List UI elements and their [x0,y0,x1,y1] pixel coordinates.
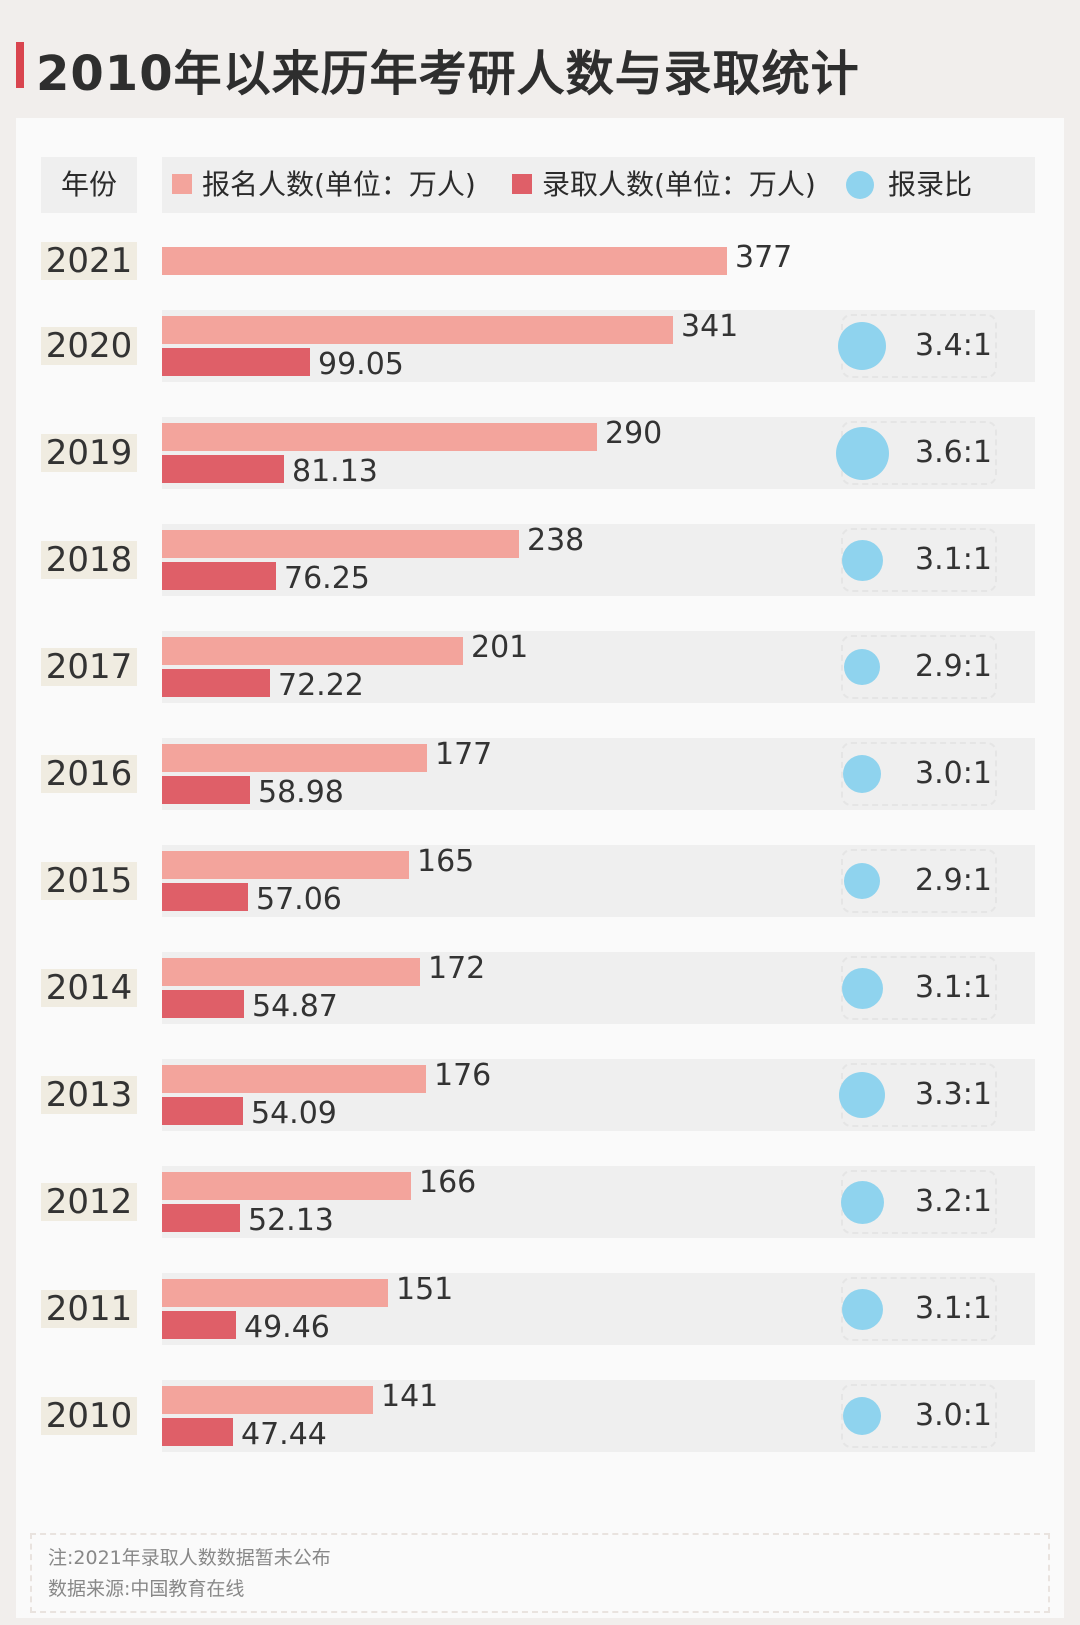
year-label: 2017 [41,648,137,686]
ratio-box [841,1384,997,1448]
year-column-header: 年份 [41,157,137,213]
ratio-dot [841,967,883,1009]
year-label: 2011 [41,1290,137,1328]
ratio-label: 3.1:1 [915,542,992,577]
bar-admit [162,776,250,804]
value-label-admit: 49.46 [244,1310,330,1345]
value-label-apply: 166 [419,1165,477,1200]
year-label: 2015 [41,862,137,900]
value-label-admit: 72.22 [278,668,364,703]
bar-apply [162,1065,426,1093]
value-label-apply: 201 [471,630,529,665]
ratio-label: 3.1:1 [915,970,992,1005]
ratio-dot [835,426,889,480]
title-accent-bar [16,42,24,88]
bar-admit [162,348,310,376]
bar-admit [162,1097,243,1125]
value-label-apply: 290 [605,416,663,451]
legend-label-ratio: 报录比 [888,168,973,201]
bar-apply [162,423,597,451]
ratio-label: 2.9:1 [915,649,992,684]
ratio-label: 3.6:1 [915,435,992,470]
bar-apply [162,1386,373,1414]
value-label-admit: 54.09 [251,1096,337,1131]
year-label: 2010 [41,1397,137,1435]
bar-apply [162,851,409,879]
value-label-apply: 177 [435,737,493,772]
ratio-dot [844,863,880,899]
value-label-admit: 58.98 [258,775,344,810]
legend-dot-ratio [846,171,874,199]
year-label: 2013 [41,1076,137,1114]
value-label-apply: 151 [396,1272,454,1307]
legend-swatch-admit [512,174,532,194]
bar-admit [162,1418,233,1446]
bar-apply [162,316,673,344]
ratio-label: 3.3:1 [915,1077,992,1112]
ratio-dot [838,322,886,370]
year-label: 2014 [41,969,137,1007]
ratio-dot [840,1180,884,1224]
bar-apply [162,530,519,558]
ratio-label: 3.2:1 [915,1184,992,1219]
ratio-label: 2.9:1 [915,863,992,898]
year-label: 2012 [41,1183,137,1221]
bar-admit [162,1311,236,1339]
ratio-dot [843,1397,881,1435]
value-label-admit: 81.13 [292,454,378,489]
year-label: 2021 [41,242,137,280]
footnote-note: 注:2021年录取人数数据暂未公布 [48,1547,331,1569]
value-label-apply: 176 [434,1058,492,1093]
bar-apply [162,958,420,986]
ratio-box [841,849,997,913]
bar-admit [162,990,244,1018]
ratio-label: 3.4:1 [915,328,992,363]
year-label: 2020 [41,327,137,365]
bar-apply [162,637,463,665]
bar-admit [162,883,248,911]
ratio-label: 3.1:1 [915,1291,992,1326]
bar-apply [162,247,727,275]
footnote: 注:2021年录取人数数据暂未公布 数据来源:中国教育在线 [30,1533,1050,1613]
legend-label-admit: 录取人数(单位：万人) [542,168,816,201]
value-label-apply: 341 [681,309,739,344]
chart-title: 2010年以来历年考研人数与录取统计 [36,46,860,102]
ratio-box [841,742,997,806]
footnote-source: 数据来源:中国教育在线 [48,1578,245,1600]
value-label-apply: 377 [735,240,793,275]
bar-admit [162,455,284,483]
ratio-dot [841,539,883,581]
ratio-dot [843,755,881,793]
value-label-apply: 141 [381,1379,439,1414]
value-label-admit: 57.06 [256,882,342,917]
ratio-dot [839,1072,885,1118]
ratio-dot [844,649,880,685]
value-label-admit: 54.87 [252,989,338,1024]
ratio-dot [841,1288,883,1330]
value-label-admit: 52.13 [248,1203,334,1238]
value-label-admit: 47.44 [241,1417,327,1452]
value-label-apply: 238 [527,523,585,558]
ratio-box [841,635,997,699]
legend-label-apply: 报名人数(单位：万人) [202,168,476,201]
legend: 报名人数(单位：万人) 录取人数(单位：万人) 报录比 [162,157,1035,213]
value-label-apply: 165 [417,844,475,879]
bar-apply [162,744,427,772]
year-label: 2016 [41,755,137,793]
year-label: 2018 [41,541,137,579]
bar-apply [162,1279,388,1307]
bar-apply [162,1172,411,1200]
legend-swatch-apply [172,174,192,194]
bar-admit [162,1204,240,1232]
value-label-apply: 172 [428,951,486,986]
value-label-admit: 99.05 [318,347,404,382]
ratio-label: 3.0:1 [915,1398,992,1433]
year-label: 2019 [41,434,137,472]
bar-admit [162,669,270,697]
bar-admit [162,562,276,590]
ratio-label: 3.0:1 [915,756,992,791]
value-label-admit: 76.25 [284,561,370,596]
